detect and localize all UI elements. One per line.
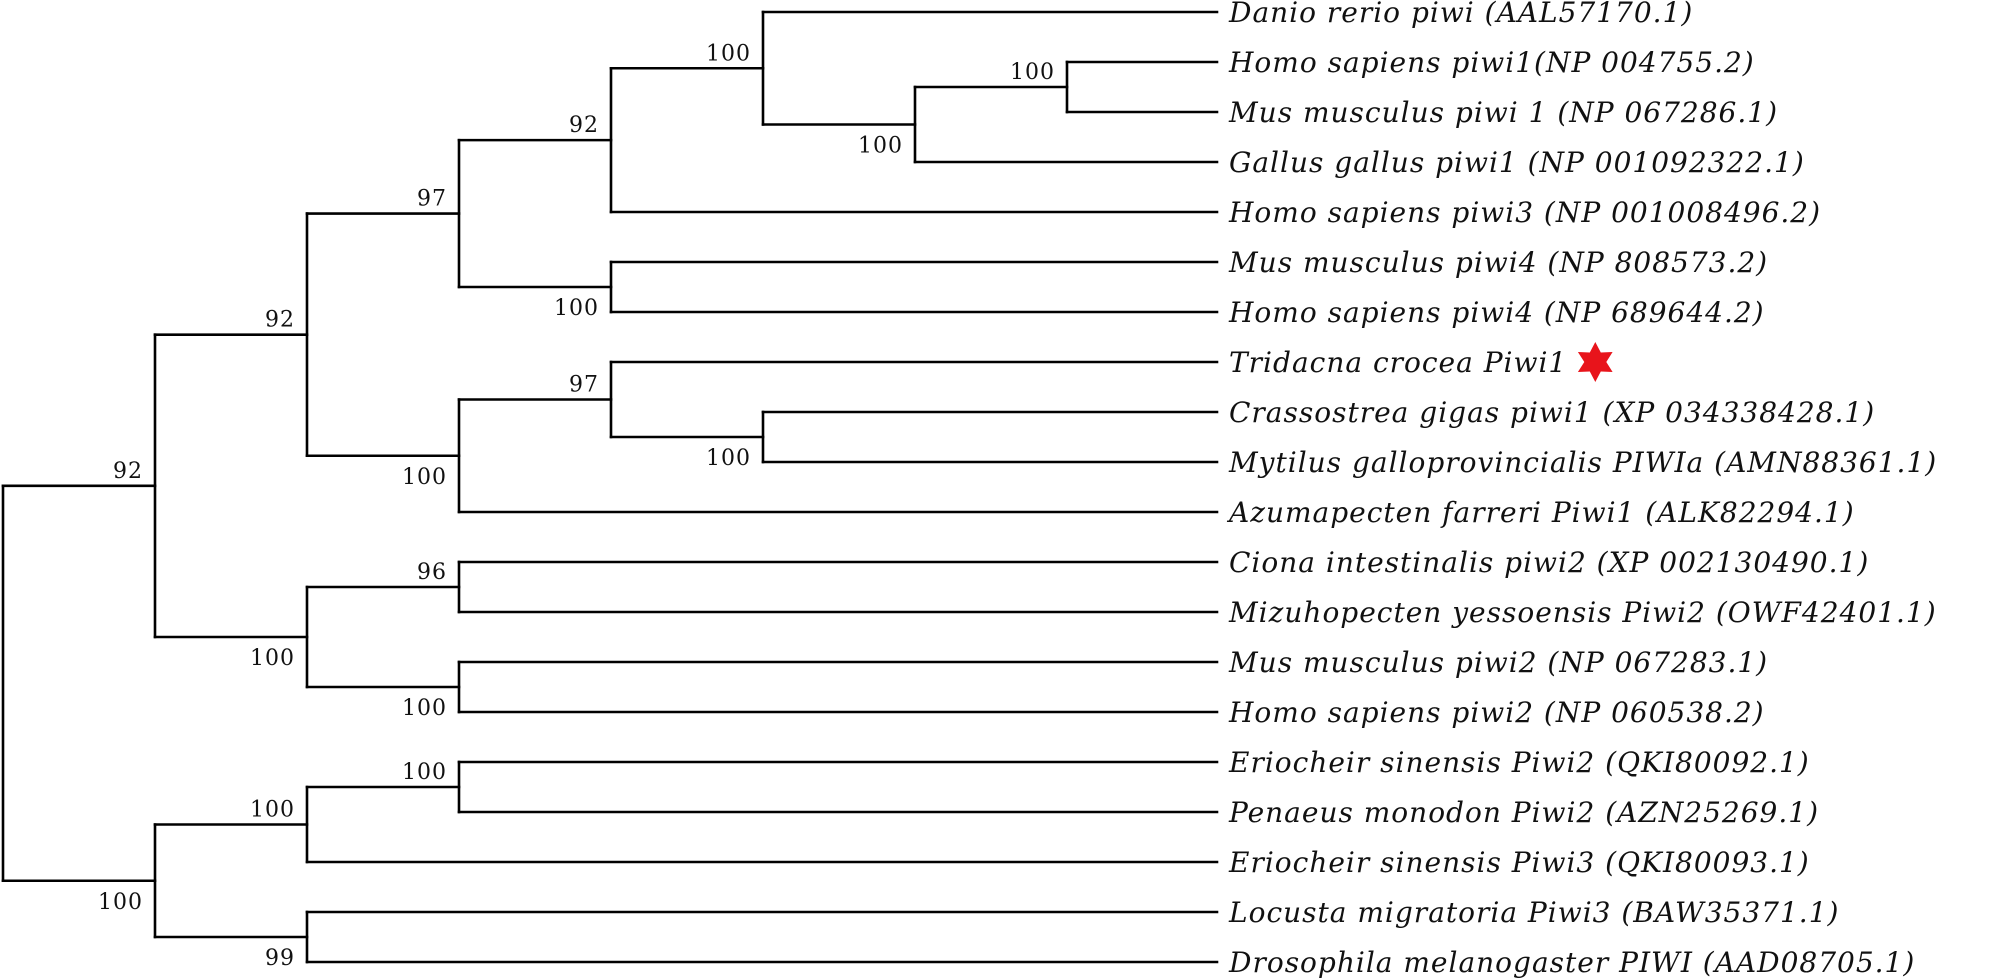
highlight-markers	[1577, 342, 1613, 382]
taxon-label: Eriocheir sinensis Piwi2 (QKI80092.1)	[1228, 746, 1810, 779]
taxon-label: Danio rerio piwi (AAL57170.1)	[1228, 0, 1693, 29]
bootstrap-value: 100	[250, 798, 295, 823]
bootstrap-labels: 92 92 97 92 100 100 100 100 100 97 100 100 96 100 100 1…	[98, 41, 1055, 971]
tree-branches	[1, 10, 1219, 964]
taxon-label: Tridacna crocea Piwi1	[1229, 346, 1567, 379]
bootstrap-value: 100	[1010, 60, 1055, 85]
bootstrap-value: 100	[402, 696, 447, 721]
bootstrap-value: 97	[569, 373, 599, 398]
taxon-label: Mus musculus piwi 1 (NP 067286.1)	[1228, 96, 1778, 129]
taxon-label: Azumapecten farreri Piwi1 (ALK82294.1)	[1226, 496, 1855, 529]
bootstrap-value: 100	[402, 465, 447, 490]
taxon-label: Crassostrea gigas piwi1 (XP 034338428.1)	[1229, 396, 1875, 429]
six-point-star-icon	[1577, 342, 1613, 382]
taxon-label: Eriocheir sinensis Piwi3 (QKI80093.1)	[1228, 846, 1810, 879]
taxon-label: Gallus gallus piwi1 (NP 001092322.1)	[1229, 146, 1805, 179]
taxon-labels: Danio rerio piwi (AAL57170.1) Homo sapien…	[1226, 0, 1937, 978]
taxon-label: Mus musculus piwi2 (NP 067283.1)	[1228, 646, 1768, 679]
taxon-label: Homo sapiens piwi4 (NP 689644.2)	[1228, 296, 1765, 329]
taxon-label: Mizuhopecten yessoensis Piwi2 (OWF42401.…	[1228, 596, 1937, 629]
taxon-label: Penaeus monodon Piwi2 (AZN25269.1)	[1228, 796, 1819, 829]
bootstrap-value: 100	[858, 134, 903, 159]
taxon-label: Ciona intestinalis piwi2 (XP 002130490.1…	[1229, 546, 1869, 579]
taxon-label: Mytilus galloprovincialis PIWIa (AMN8836…	[1228, 446, 1937, 479]
bootstrap-value: 100	[250, 646, 295, 671]
bootstrap-value: 100	[706, 446, 751, 471]
taxon-label: Homo sapiens piwi1(NP 004755.2)	[1228, 46, 1755, 79]
bootstrap-value: 92	[569, 113, 599, 138]
bootstrap-value: 100	[402, 760, 447, 785]
bootstrap-value: 100	[554, 296, 599, 321]
bootstrap-value: 92	[113, 459, 143, 484]
taxon-label: Homo sapiens piwi2 (NP 060538.2)	[1228, 696, 1765, 729]
bootstrap-value: 97	[417, 187, 447, 212]
bootstrap-value: 92	[265, 308, 295, 333]
taxon-label: Homo sapiens piwi3 (NP 001008496.2)	[1228, 196, 1821, 229]
taxon-label: Drosophila melanogaster PIWI (AAD08705.1…	[1228, 946, 1915, 978]
bootstrap-value: 100	[98, 890, 143, 915]
bootstrap-value: 100	[706, 41, 751, 66]
taxon-label: Mus musculus piwi4 (NP 808573.2)	[1228, 246, 1768, 279]
bootstrap-value: 99	[265, 946, 295, 971]
bootstrap-value: 96	[417, 560, 447, 585]
taxon-label: Locusta migratoria Piwi3 (BAW35371.1)	[1228, 896, 1839, 929]
